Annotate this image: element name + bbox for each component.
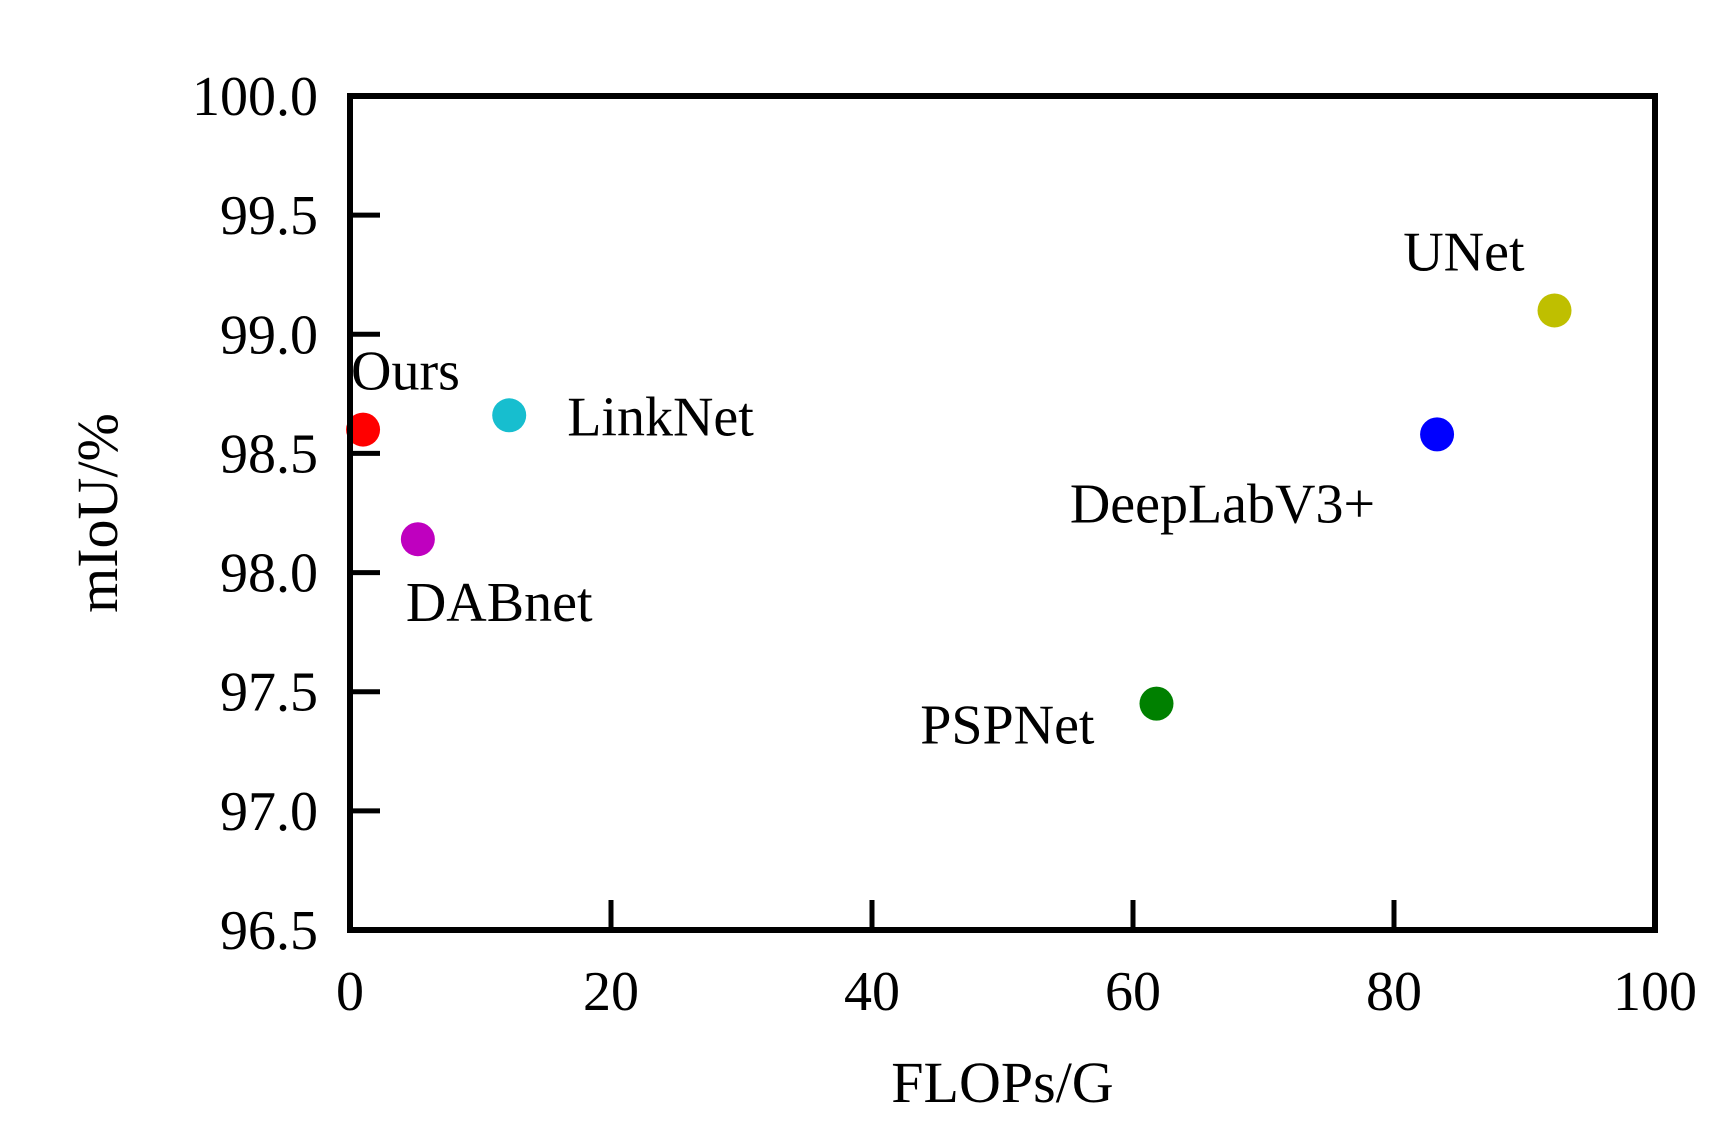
ticks-layer: 0 20 40 60 80 100 96.5 97.0 97.5 98.0 98.5 99.0 99.5… [192,66,1697,1023]
y-axis-title: mIoU/% [65,413,130,613]
y-tick-label: 99.0 [220,304,318,366]
x-tick-label: 100 [1613,961,1697,1023]
x-axis-title: FLOPs/G [891,1050,1113,1115]
y-tick-label: 99.5 [220,185,318,247]
data-point-unet [1537,293,1572,328]
point-label: DeepLabV3+ [1070,473,1375,535]
y-tick-label: 98.5 [220,423,318,485]
point-label: DABnet [406,572,593,634]
points-layer: Ours LinkNet DABnet PSPNet DeepLabV3+ UNet [346,221,1572,757]
x-tick-label: 60 [1105,961,1161,1023]
point-label: Ours [351,341,460,403]
y-tick-label: 96.5 [220,900,318,962]
y-tick-label: 97.5 [220,662,318,724]
x-tick-label: 80 [1366,961,1422,1023]
point-label: UNet [1403,221,1525,283]
x-tick-label: 40 [844,961,900,1023]
y-tick-label: 100.0 [192,66,318,128]
x-tick-label: 20 [583,961,639,1023]
point-label: PSPNet [920,695,1095,757]
x-tick-label: 0 [336,961,364,1023]
data-point-dabnet [400,522,435,557]
y-tick-label: 97.0 [220,781,318,843]
data-point-ours [346,412,381,447]
plot-frame [347,93,1658,933]
data-point-deeplabv3- [1420,417,1455,452]
y-tick-label: 98.0 [220,543,318,605]
data-point-linknet [492,398,527,433]
point-label: LinkNet [567,386,754,448]
data-point-pspnet [1139,686,1174,721]
